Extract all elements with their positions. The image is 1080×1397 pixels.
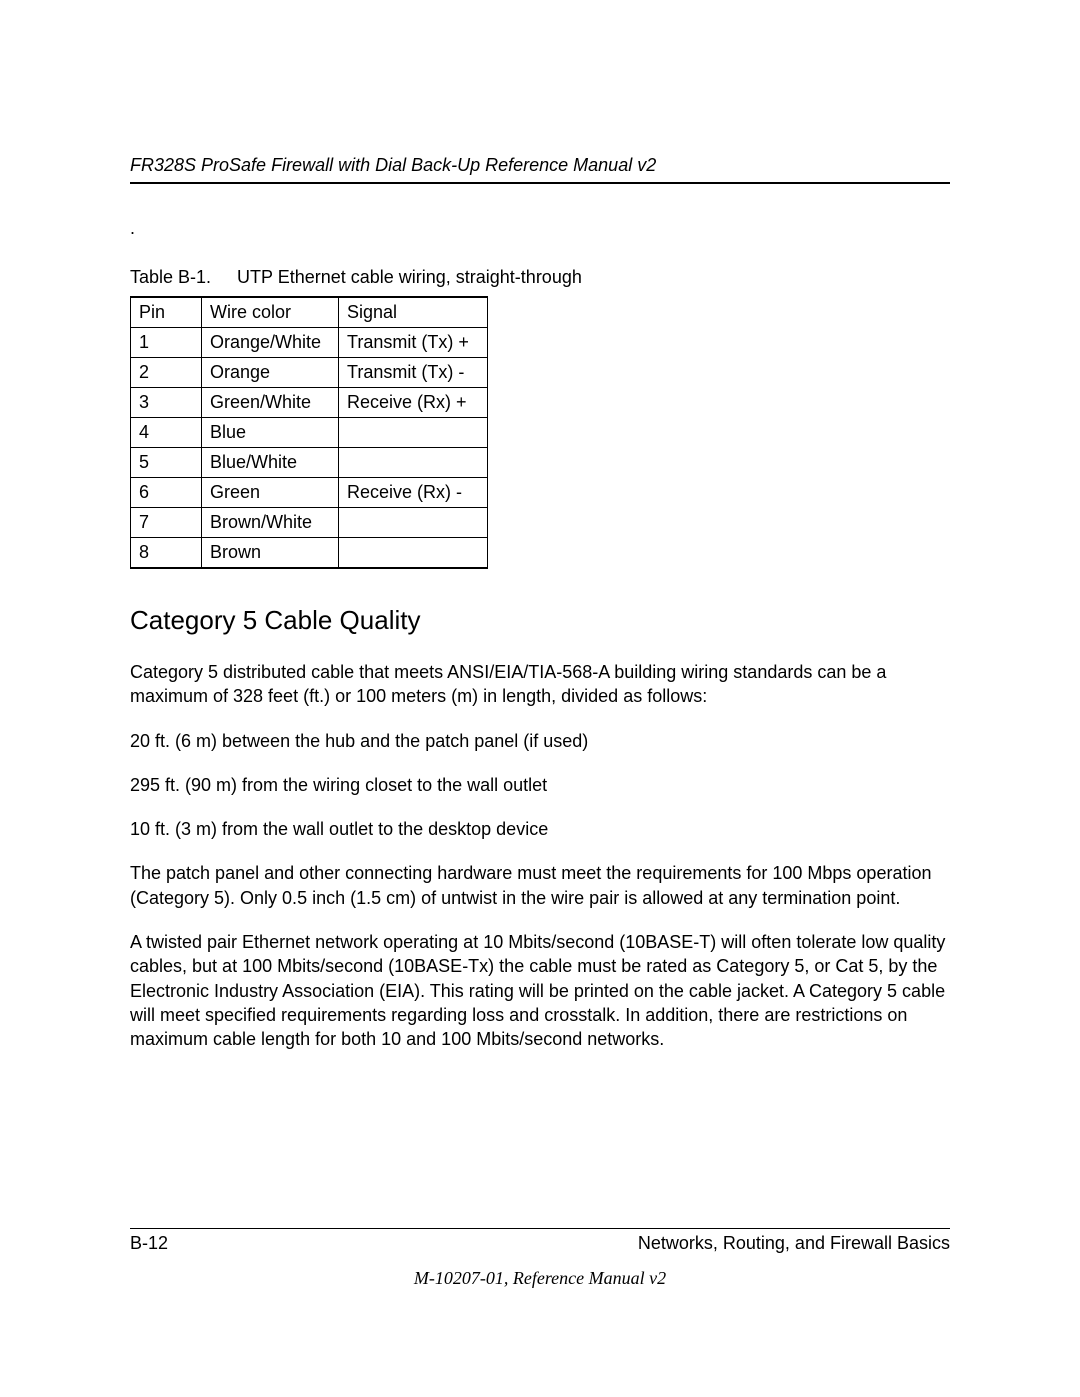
table-row: 2OrangeTransmit (Tx) - bbox=[131, 358, 488, 388]
col-header-signal: Signal bbox=[339, 297, 488, 328]
table-cell: Orange/White bbox=[202, 328, 339, 358]
paragraph-5: The patch panel and other connecting har… bbox=[130, 861, 950, 910]
table-cell: 8 bbox=[131, 538, 202, 569]
table-cell: 1 bbox=[131, 328, 202, 358]
table-cell: Transmit (Tx) - bbox=[339, 358, 488, 388]
table-cell: Green/White bbox=[202, 388, 339, 418]
table-cell: Brown bbox=[202, 538, 339, 569]
table-header-row: Pin Wire color Signal bbox=[131, 297, 488, 328]
table-cell: Blue/White bbox=[202, 448, 339, 478]
table-caption-label: Table B-1. bbox=[130, 267, 232, 288]
table-row: 4Blue bbox=[131, 418, 488, 448]
table-cell: Brown/White bbox=[202, 508, 339, 538]
footer-page-number: B-12 bbox=[130, 1233, 168, 1254]
table-caption-text: UTP Ethernet cable wiring, straight-thro… bbox=[237, 267, 582, 287]
header-rule bbox=[130, 182, 950, 184]
col-header-color: Wire color bbox=[202, 297, 339, 328]
footer-rule bbox=[130, 1228, 950, 1229]
table-cell: 7 bbox=[131, 508, 202, 538]
table-cell: Green bbox=[202, 478, 339, 508]
table-cell: Blue bbox=[202, 418, 339, 448]
table-caption: Table B-1. UTP Ethernet cable wiring, st… bbox=[130, 267, 950, 288]
table-cell: 6 bbox=[131, 478, 202, 508]
footer-row: B-12 Networks, Routing, and Firewall Bas… bbox=[130, 1233, 950, 1254]
table-body: 1Orange/WhiteTransmit (Tx) +2OrangeTrans… bbox=[131, 328, 488, 569]
table-cell bbox=[339, 508, 488, 538]
table-row: 8Brown bbox=[131, 538, 488, 569]
table-row: 6GreenReceive (Rx) - bbox=[131, 478, 488, 508]
paragraph-3: 295 ft. (90 m) from the wiring closet to… bbox=[130, 773, 950, 797]
table-row: 5Blue/White bbox=[131, 448, 488, 478]
table-cell: Receive (Rx) + bbox=[339, 388, 488, 418]
col-header-pin: Pin bbox=[131, 297, 202, 328]
table-cell: 4 bbox=[131, 418, 202, 448]
table-row: 3Green/WhiteReceive (Rx) + bbox=[131, 388, 488, 418]
table-cell bbox=[339, 418, 488, 448]
table-cell: 5 bbox=[131, 448, 202, 478]
table-cell: Orange bbox=[202, 358, 339, 388]
footer-center: M-10207-01, Reference Manual v2 bbox=[130, 1268, 950, 1289]
wiring-table: Pin Wire color Signal 1Orange/WhiteTrans… bbox=[130, 296, 488, 569]
table-row: 1Orange/WhiteTransmit (Tx) + bbox=[131, 328, 488, 358]
leading-dot: . bbox=[130, 218, 950, 239]
paragraph-1: Category 5 distributed cable that meets … bbox=[130, 660, 950, 709]
table-row: 7Brown/White bbox=[131, 508, 488, 538]
paragraph-4: 10 ft. (3 m) from the wall outlet to the… bbox=[130, 817, 950, 841]
paragraph-2: 20 ft. (6 m) between the hub and the pat… bbox=[130, 729, 950, 753]
table-cell: Transmit (Tx) + bbox=[339, 328, 488, 358]
table-cell: 3 bbox=[131, 388, 202, 418]
page: FR328S ProSafe Firewall with Dial Back-U… bbox=[0, 0, 1080, 1397]
footer-section-title: Networks, Routing, and Firewall Basics bbox=[638, 1233, 950, 1254]
page-footer: B-12 Networks, Routing, and Firewall Bas… bbox=[130, 1228, 950, 1289]
table-cell bbox=[339, 538, 488, 569]
table-cell bbox=[339, 448, 488, 478]
header-title: FR328S ProSafe Firewall with Dial Back-U… bbox=[130, 155, 950, 176]
paragraph-6: A twisted pair Ethernet network operatin… bbox=[130, 930, 950, 1051]
section-heading: Category 5 Cable Quality bbox=[130, 605, 950, 636]
table-cell: Receive (Rx) - bbox=[339, 478, 488, 508]
table-cell: 2 bbox=[131, 358, 202, 388]
